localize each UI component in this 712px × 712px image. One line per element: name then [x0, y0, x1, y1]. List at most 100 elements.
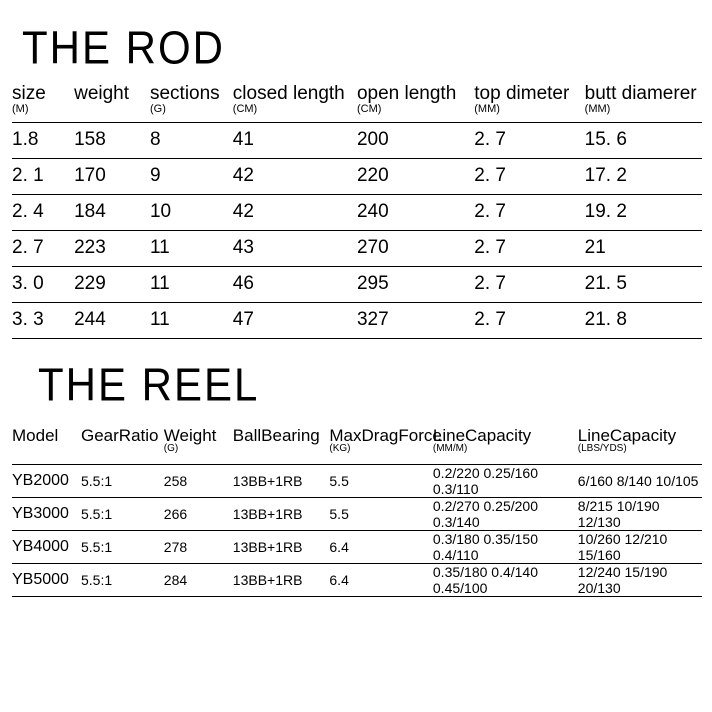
rod-col-header: top dimeter(MM) — [474, 84, 584, 122]
rod-cell: 9 — [150, 158, 233, 194]
reel-cell: 13BB+1RB — [233, 498, 330, 531]
rod-col-header: closed length(CM) — [233, 84, 357, 122]
rod-title: THE ROD — [22, 22, 702, 75]
table-row: 2. 11709422202. 717. 2 — [12, 158, 702, 194]
reel-cell: YB4000 — [12, 531, 81, 564]
rod-col-label: sections — [150, 83, 220, 104]
reel-cell: 266 — [164, 498, 233, 531]
rod-cell: 15. 6 — [585, 122, 702, 158]
rod-col-label: size — [12, 83, 46, 104]
table-row: YB30005.5:126613BB+1RB5.50.2/270 0.25/20… — [12, 498, 702, 531]
rod-cell: 2. 7 — [474, 158, 584, 194]
rod-cell: 2. 7 — [12, 230, 74, 266]
reel-cell: 12/240 15/190 20/130 — [578, 564, 702, 597]
reel-cell: 5.5 — [329, 498, 433, 531]
reel-col-header: BallBearing — [233, 427, 330, 465]
rod-col-unit: (MM) — [585, 104, 702, 116]
rod-cell: 43 — [233, 230, 357, 266]
rod-col-label: top dimeter — [474, 83, 569, 104]
rod-cell: 2. 7 — [474, 230, 584, 266]
rod-cell: 3. 3 — [12, 302, 74, 338]
reel-cell: 0.2/220 0.25/160 0.3/110 — [433, 465, 578, 498]
rod-col-label: open length — [357, 83, 456, 104]
reel-cell: 10/260 12/210 15/160 — [578, 531, 702, 564]
rod-cell: 220 — [357, 158, 474, 194]
rod-cell: 2. 7 — [474, 194, 584, 230]
table-row: 3. 022911462952. 721. 5 — [12, 266, 702, 302]
rod-cell: 2. 7 — [474, 302, 584, 338]
rod-cell: 295 — [357, 266, 474, 302]
reel-cell: YB3000 — [12, 498, 81, 531]
reel-cell: 6.4 — [329, 564, 433, 597]
rod-cell: 46 — [233, 266, 357, 302]
reel-cell: 0.35/180 0.4/140 0.45/100 — [433, 564, 578, 597]
reel-col-unit: (LBS/YDS) — [578, 444, 702, 455]
reel-table: Model GearRatioWeight(G)BallBearingMaxDra… — [12, 427, 702, 598]
reel-cell: 8/215 10/190 12/130 — [578, 498, 702, 531]
rod-cell: 11 — [150, 266, 233, 302]
rod-cell: 327 — [357, 302, 474, 338]
reel-cell: 258 — [164, 465, 233, 498]
reel-cell: 0.2/270 0.25/200 0.3/140 — [433, 498, 578, 531]
reel-cell: 5.5:1 — [81, 498, 164, 531]
rod-cell: 47 — [233, 302, 357, 338]
rod-col-label: closed length — [233, 83, 345, 104]
rod-cell: 158 — [74, 122, 150, 158]
rod-cell: 21. 5 — [585, 266, 702, 302]
rod-col-header: size(M) — [12, 84, 74, 122]
reel-col-label: Model — [12, 426, 58, 445]
reel-cell: 5.5:1 — [81, 465, 164, 498]
table-row: 2. 722311432702. 721 — [12, 230, 702, 266]
reel-header-row: Model GearRatioWeight(G)BallBearingMaxDra… — [12, 427, 702, 465]
table-row: 1.81588412002. 715. 6 — [12, 122, 702, 158]
rod-cell: 42 — [233, 158, 357, 194]
table-row: 2. 418410422402. 719. 2 — [12, 194, 702, 230]
rod-col-unit: (M) — [12, 104, 74, 116]
rod-cell: 21. 8 — [585, 302, 702, 338]
rod-cell: 200 — [357, 122, 474, 158]
reel-cell: YB2000 — [12, 465, 81, 498]
rod-cell: 17. 2 — [585, 158, 702, 194]
table-row: 3. 324411473272. 721. 8 — [12, 302, 702, 338]
reel-col-unit: (KG) — [329, 444, 433, 455]
reel-col-header: LineCapacity(LBS/YDS) — [578, 427, 702, 465]
rod-cell: 21 — [585, 230, 702, 266]
rod-cell: 170 — [74, 158, 150, 194]
rod-cell: 11 — [150, 230, 233, 266]
rod-cell: 3. 0 — [12, 266, 74, 302]
rod-col-header: butt diamerer(MM) — [585, 84, 702, 122]
reel-col-header: Weight(G) — [164, 427, 233, 465]
rod-cell: 270 — [357, 230, 474, 266]
reel-col-header: Model — [12, 427, 81, 465]
rod-cell: 184 — [74, 194, 150, 230]
reel-cell: 284 — [164, 564, 233, 597]
rod-cell: 42 — [233, 194, 357, 230]
reel-col-unit: (MM/M) — [433, 444, 578, 455]
reel-cell: 13BB+1RB — [233, 564, 330, 597]
rod-cell: 10 — [150, 194, 233, 230]
rod-cell: 19. 2 — [585, 194, 702, 230]
reel-cell: 5.5 — [329, 465, 433, 498]
rod-cell: 223 — [74, 230, 150, 266]
reel-col-header: GearRatio — [81, 427, 164, 465]
rod-cell: 8 — [150, 122, 233, 158]
rod-cell: 2. 7 — [474, 122, 584, 158]
rod-col-unit: (CM) — [233, 104, 357, 116]
rod-col-header: weight — [74, 84, 150, 122]
rod-col-unit: (CM) — [357, 104, 474, 116]
rod-cell: 244 — [74, 302, 150, 338]
reel-cell: 6.4 — [329, 531, 433, 564]
rod-col-header: open length(CM) — [357, 84, 474, 122]
rod-cell: 1.8 — [12, 122, 74, 158]
rod-col-header: sections(G) — [150, 84, 233, 122]
reel-col-label: LineCapacity — [433, 426, 531, 445]
reel-cell: YB5000 — [12, 564, 81, 597]
reel-col-label: MaxDragForce — [329, 426, 441, 445]
rod-col-label: weight — [74, 83, 129, 104]
table-row: YB50005.5:128413BB+1RB6.40.35/180 0.4/14… — [12, 564, 702, 597]
table-row: YB20005.5:125813BB+1RB5.50.2/220 0.25/16… — [12, 465, 702, 498]
reel-cell: 13BB+1RB — [233, 531, 330, 564]
rod-cell: 2. 7 — [474, 266, 584, 302]
reel-col-unit: (G) — [164, 444, 233, 455]
reel-cell: 0.3/180 0.35/150 0.4/110 — [433, 531, 578, 564]
